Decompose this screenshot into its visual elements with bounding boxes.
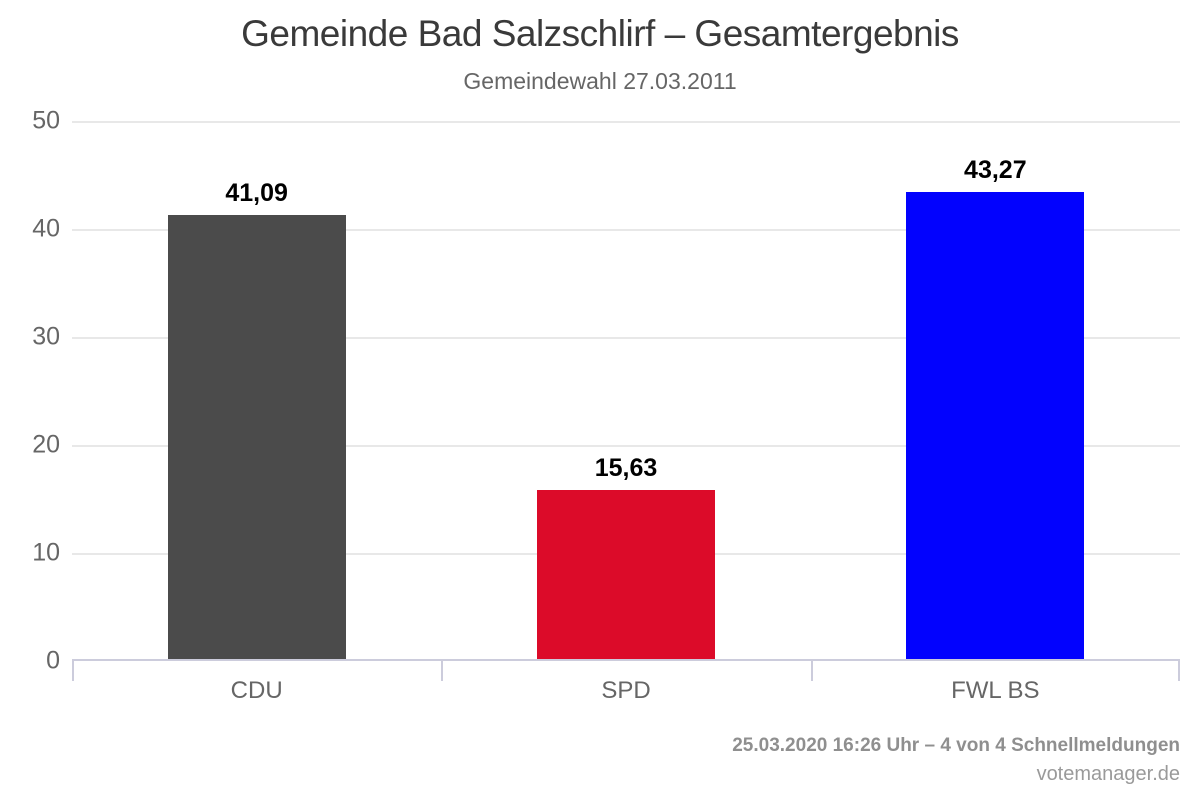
- y-axis-label: 50: [32, 106, 60, 135]
- report-status-text: 25.03.2020 16:26 Uhr – 4 von 4 Schnellme…: [732, 735, 1180, 756]
- plot-area: 0 10 20 30 40 50 41,09 CDU 15,63 SPD 43,27 FWL BS: [32, 107, 1180, 704]
- chart-subtitle: Gemeindewahl 27.03.2011: [463, 68, 737, 94]
- x-axis-tick: [72, 661, 74, 681]
- x-axis-category-label: SPD: [601, 677, 651, 704]
- bar-fwl-bs: [906, 191, 1085, 659]
- chart-title: Gemeinde Bad Salzschlirf – Gesamtergebni…: [241, 13, 959, 54]
- gridline: [72, 337, 1180, 339]
- y-axis-label: 30: [32, 322, 60, 351]
- y-axis-label: 20: [32, 430, 60, 459]
- chart-footer: 25.03.2020 16:26 Uhr – 4 von 4 Schnellme…: [732, 732, 1180, 789]
- bar-value-label: 43,27: [964, 155, 1027, 184]
- x-axis-tick: [810, 661, 813, 681]
- bar-value-label: 15,63: [594, 454, 658, 483]
- gridline: [72, 445, 1180, 447]
- y-axis-label: 40: [32, 214, 60, 243]
- x-axis-category-label: CDU: [230, 677, 283, 704]
- votemanager-brand-text: votemanager.de: [1036, 762, 1180, 785]
- x-axis-category-label: FWL BS: [951, 677, 1040, 704]
- y-axis-label: 10: [32, 538, 60, 567]
- bar-cdu: [167, 215, 346, 659]
- gridline: [72, 229, 1180, 231]
- bar-spd: [537, 490, 715, 659]
- bar-value-label: 41,09: [225, 179, 288, 208]
- x-axis-tick: [1178, 661, 1180, 681]
- gridline: [72, 121, 1180, 123]
- x-axis-tick: [441, 661, 444, 681]
- y-axis-label: 0: [46, 646, 60, 675]
